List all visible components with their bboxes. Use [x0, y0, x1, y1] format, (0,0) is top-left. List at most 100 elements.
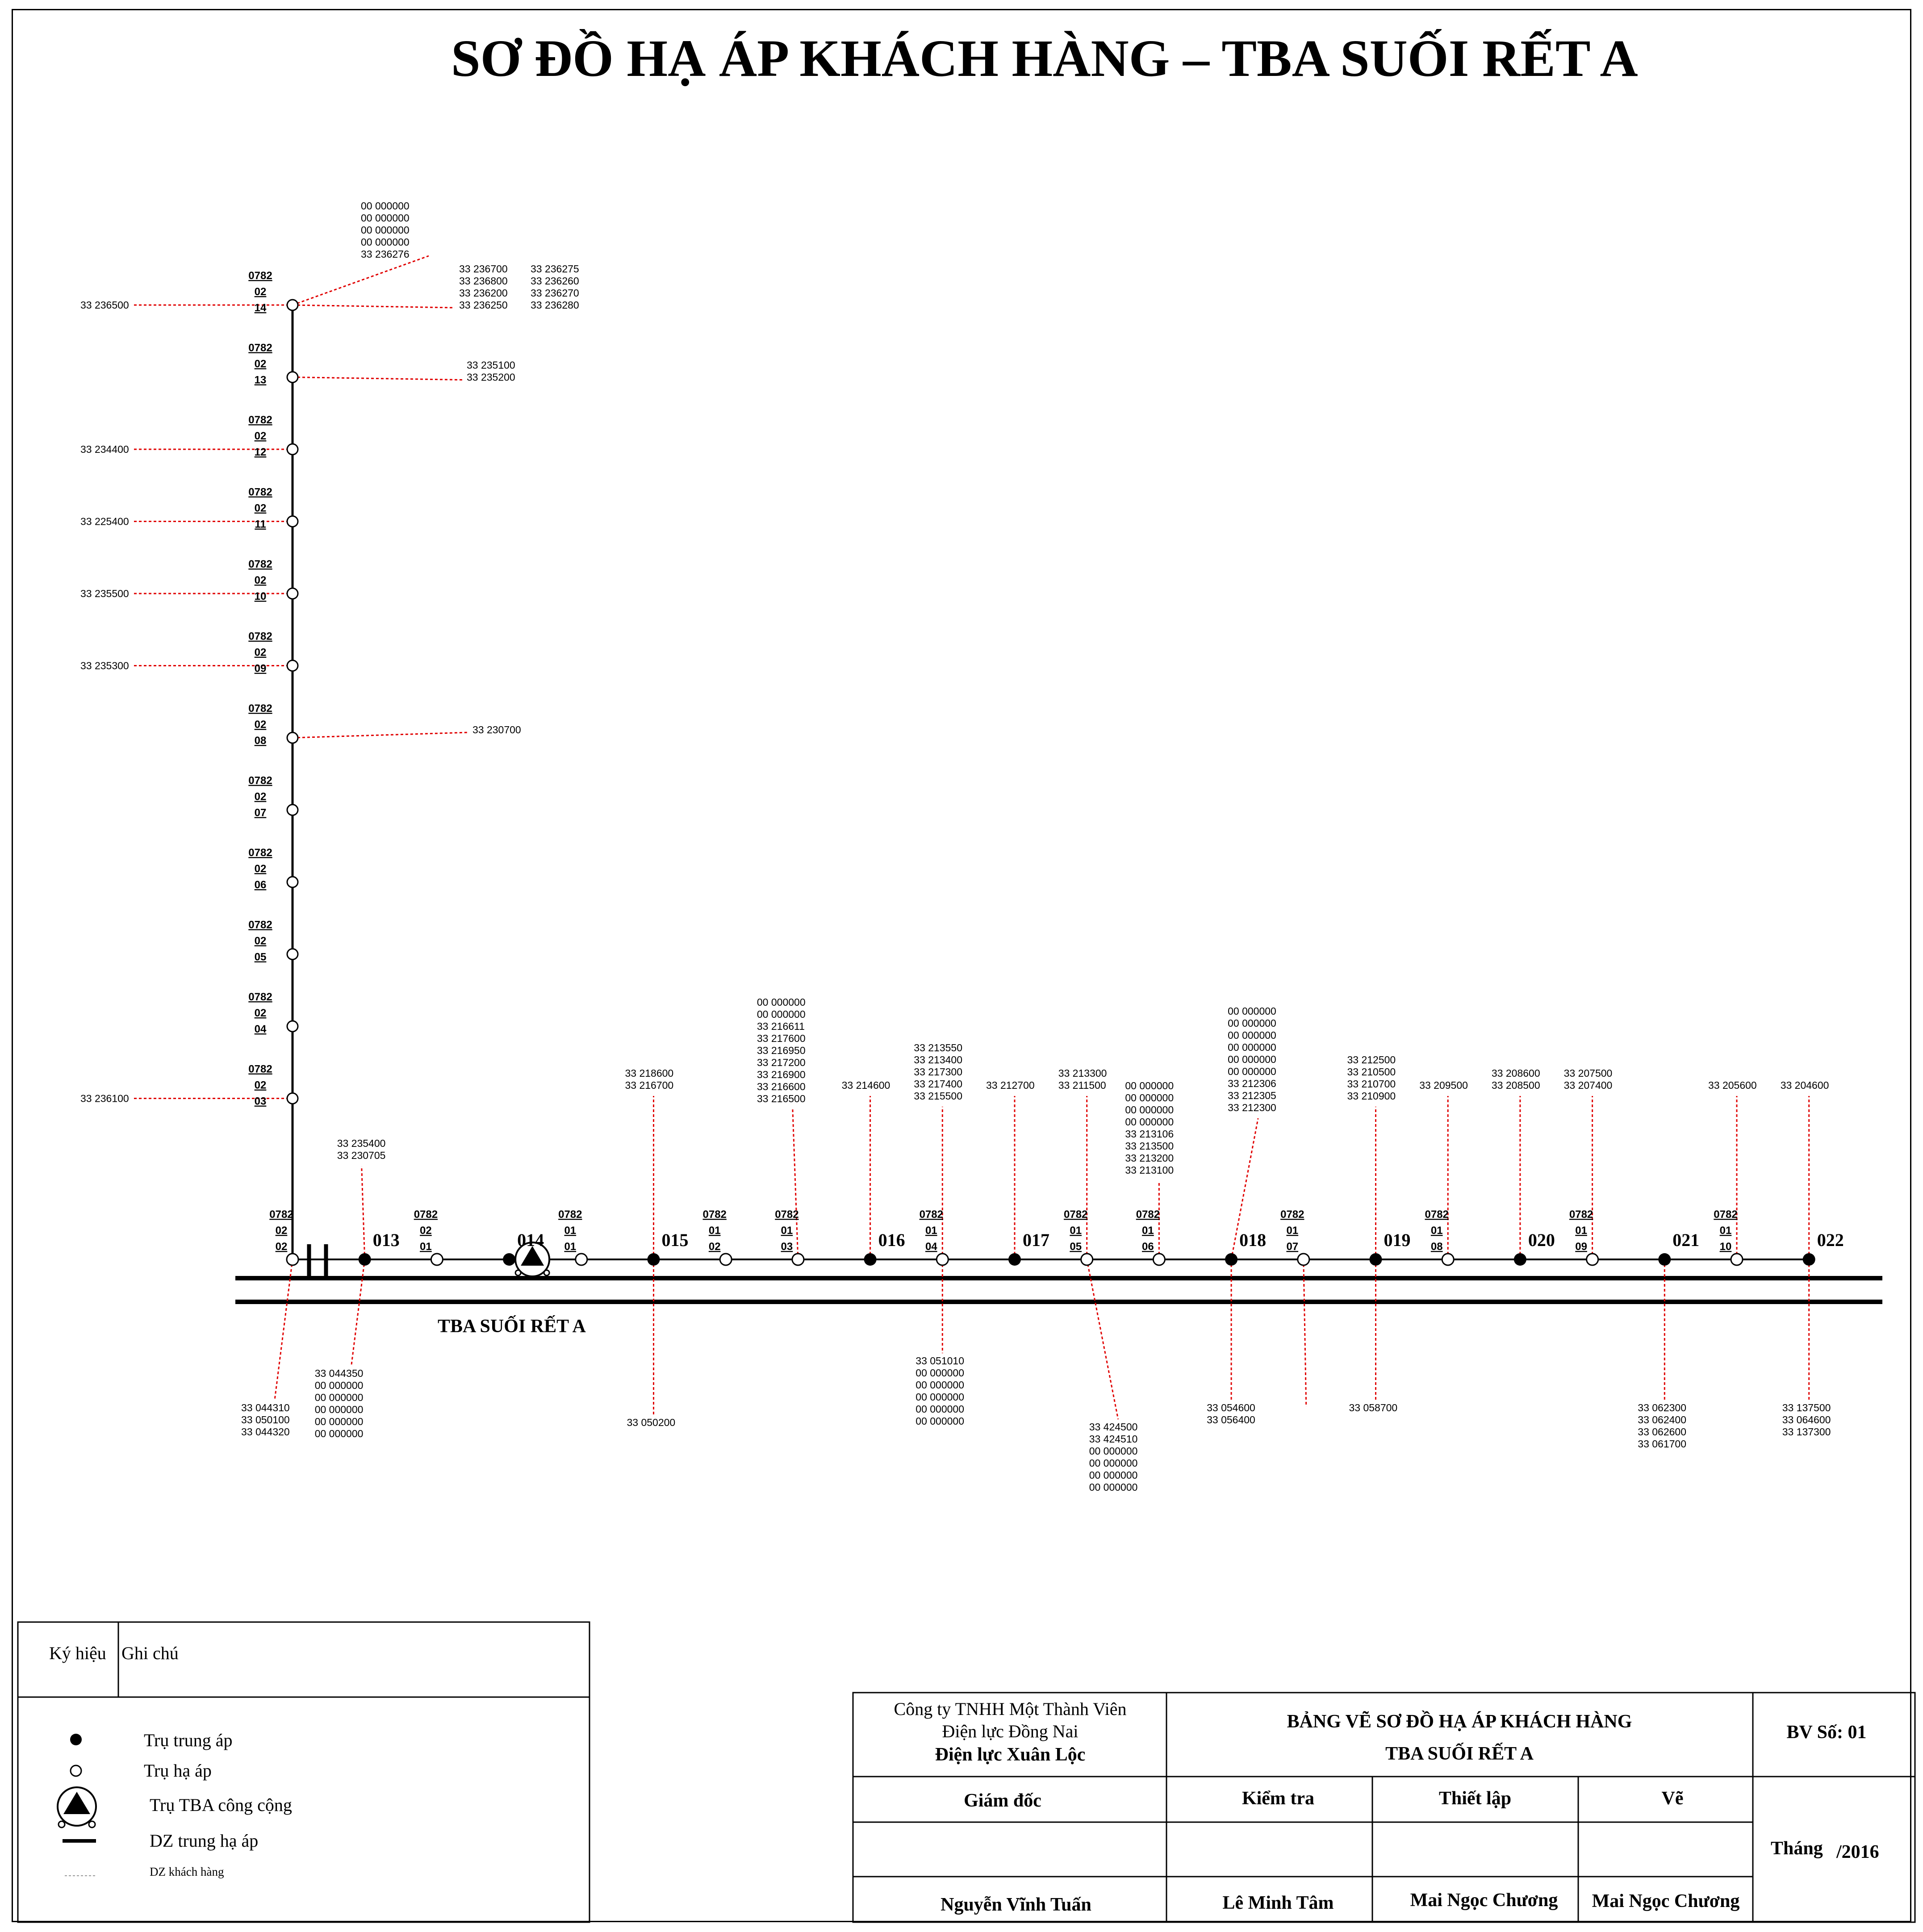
vertical-pole-code: 0782: [248, 703, 272, 715]
customer-code-above-line: 33 209500: [1419, 1079, 1468, 1091]
main-pole-code: 05: [1070, 1241, 1082, 1253]
customer-code-below-line: 00 000000: [1089, 1469, 1138, 1481]
vertical-pole-code: 0782: [248, 270, 272, 282]
customer-code-below-line: 33 424500: [1089, 1421, 1138, 1433]
customer-code-below-line: 00 000000: [315, 1416, 364, 1427]
customer-code-above-line: 33 216900: [757, 1069, 806, 1080]
customer-line-right: [292, 732, 468, 739]
main-pole-code: 0782: [1714, 1209, 1737, 1221]
customer-line-above: [1230, 1118, 1259, 1260]
customer-code-above-line: 33 213200: [1125, 1152, 1174, 1164]
main-pole-code: 02: [276, 1225, 288, 1237]
customer-code-below-line: 33 062400: [1638, 1414, 1686, 1426]
customer-code-above-line: 33 216700: [625, 1079, 674, 1091]
hv-pole-icon: [1658, 1253, 1671, 1266]
customer-code-top-line: 00 000000: [361, 224, 410, 236]
lv-pole-icon: [286, 443, 299, 456]
main-pole-code: 01: [1142, 1225, 1154, 1237]
customer-code-above-line: 00 000000: [1228, 1005, 1276, 1017]
lv-pole-icon: [286, 371, 299, 383]
lv-pole-icon: [286, 660, 299, 672]
open-circle-icon: [70, 1765, 82, 1777]
customer-code-above-line: 00 000000: [1125, 1116, 1174, 1128]
customer-code-left-line: 33 234400: [80, 443, 129, 455]
lv-pole-icon: [286, 587, 299, 600]
vertical-pole-code: 05: [255, 951, 267, 963]
transformer-foot: [514, 1269, 522, 1276]
drawing-title-1: BẢNG VẼ SƠ ĐỒ HẠ ÁP KHÁCH HÀNG: [1287, 1710, 1632, 1732]
customer-code-above-line: 33 213400: [914, 1054, 962, 1066]
vertical-pole-code: 0782: [248, 558, 272, 570]
customer-code-below-line: 33 050200: [627, 1417, 676, 1428]
customer-code-above-line: 33 212500: [1347, 1054, 1396, 1066]
customer-code-below-line: 33 064600: [1782, 1414, 1831, 1426]
customer-code-above-line: 33 208500: [1492, 1079, 1540, 1091]
customer-code-above-line: 00 000000: [1125, 1092, 1174, 1104]
vertical-pole-code: 02: [255, 574, 267, 586]
station-label: TBA SUỐI RẾT A: [438, 1315, 586, 1337]
main-pole-code: 02: [420, 1225, 432, 1237]
customer-code-above-line: 33 217600: [757, 1033, 806, 1044]
customer-line-below: [274, 1259, 293, 1401]
hv-pole-label: 013: [373, 1230, 400, 1250]
vertical-pole-code: 04: [255, 1023, 267, 1035]
vertical-pole-code: 0782: [248, 342, 272, 354]
customer-code-above-line: 33 213300: [1058, 1067, 1107, 1079]
legend-item-hv-pole: Trụ trung áp: [144, 1730, 233, 1750]
main-pole-code: 01: [1070, 1225, 1082, 1237]
vertical-pole-code: 0782: [248, 1063, 272, 1075]
lv-pole-icon: [1441, 1253, 1455, 1266]
customer-code-left-line: 33 236100: [80, 1093, 129, 1104]
hv-pole-icon: [358, 1253, 371, 1266]
lv-pole-icon: [286, 948, 299, 960]
vertical-pole-code: 07: [255, 807, 267, 819]
customer-code-above-line: 33 208600: [1492, 1067, 1540, 1079]
hv-pole-label: 021: [1672, 1230, 1699, 1250]
main-pole-code: 0782: [1064, 1209, 1087, 1221]
role-setup: Thiết lập: [1439, 1788, 1511, 1809]
main-pole-code: 0782: [1569, 1209, 1593, 1221]
customer-code-above-line: 33 217400: [914, 1078, 962, 1090]
transformer-foot: [543, 1269, 550, 1276]
customer-code-below-line: 00 000000: [1089, 1481, 1138, 1493]
vertical-pole-code: 02: [255, 1079, 267, 1091]
role-director: Giám đốc: [964, 1790, 1041, 1811]
lv-pole-icon: [286, 1020, 299, 1033]
customer-code-below-line: 33 137300: [1782, 1426, 1831, 1438]
vertical-pole-code: 0782: [248, 631, 272, 643]
customer-line-below: [1303, 1259, 1307, 1407]
main-pole-code: 01: [564, 1241, 576, 1253]
main-pole-code: 02: [709, 1241, 721, 1253]
lv-pole-icon: [1080, 1253, 1094, 1266]
customer-code-below-line: 00 000000: [916, 1367, 964, 1379]
main-pole-code: 03: [781, 1241, 793, 1253]
name-check: Lê Minh Tâm: [1223, 1893, 1334, 1913]
main-pole-code: 08: [1431, 1241, 1443, 1253]
lv-pole-icon: [719, 1253, 732, 1266]
vertical-pole-code: 0782: [248, 847, 272, 859]
customer-code-above-line: 00 000000: [1228, 1029, 1276, 1041]
customer-code-right-line: 33 236700: [459, 263, 508, 275]
customer-code-above-line: 33 212700: [986, 1079, 1035, 1091]
customer-code-below-line: 33 054600: [1207, 1402, 1255, 1413]
legend-item-customer-line: DZ khách hàng: [150, 1865, 224, 1878]
customer-code-above-line: 33 204600: [1781, 1079, 1829, 1091]
customer-code-above-line: 33 213550: [914, 1042, 962, 1054]
customer-line-right: [292, 376, 463, 381]
vertical-pole-code: 02: [255, 358, 267, 370]
main-pole-code: 01: [1575, 1225, 1587, 1237]
customer-code-below-line: 33 062300: [1638, 1402, 1686, 1413]
customer-code-above-line: 33 216600: [757, 1081, 806, 1092]
customer-code-above-line: 33 207400: [1564, 1079, 1613, 1091]
customer-code-right-line: 33 235200: [467, 372, 515, 383]
lv-pole-icon: [1586, 1253, 1599, 1266]
customer-code-top-line: 33 236276: [361, 248, 410, 260]
customer-code-above-line: 33 210700: [1347, 1078, 1396, 1090]
main-pole-code: 0782: [1280, 1209, 1304, 1221]
vertical-pole-code: 02: [255, 647, 267, 659]
customer-code-above-line: 33 211500: [1058, 1079, 1106, 1091]
customer-code-above-line: 00 000000: [1228, 1017, 1276, 1029]
customer-code-above-line: 33 212306: [1228, 1078, 1276, 1089]
hv-pole-icon: [1008, 1253, 1021, 1266]
vertical-pole-code: 02: [255, 1007, 267, 1019]
